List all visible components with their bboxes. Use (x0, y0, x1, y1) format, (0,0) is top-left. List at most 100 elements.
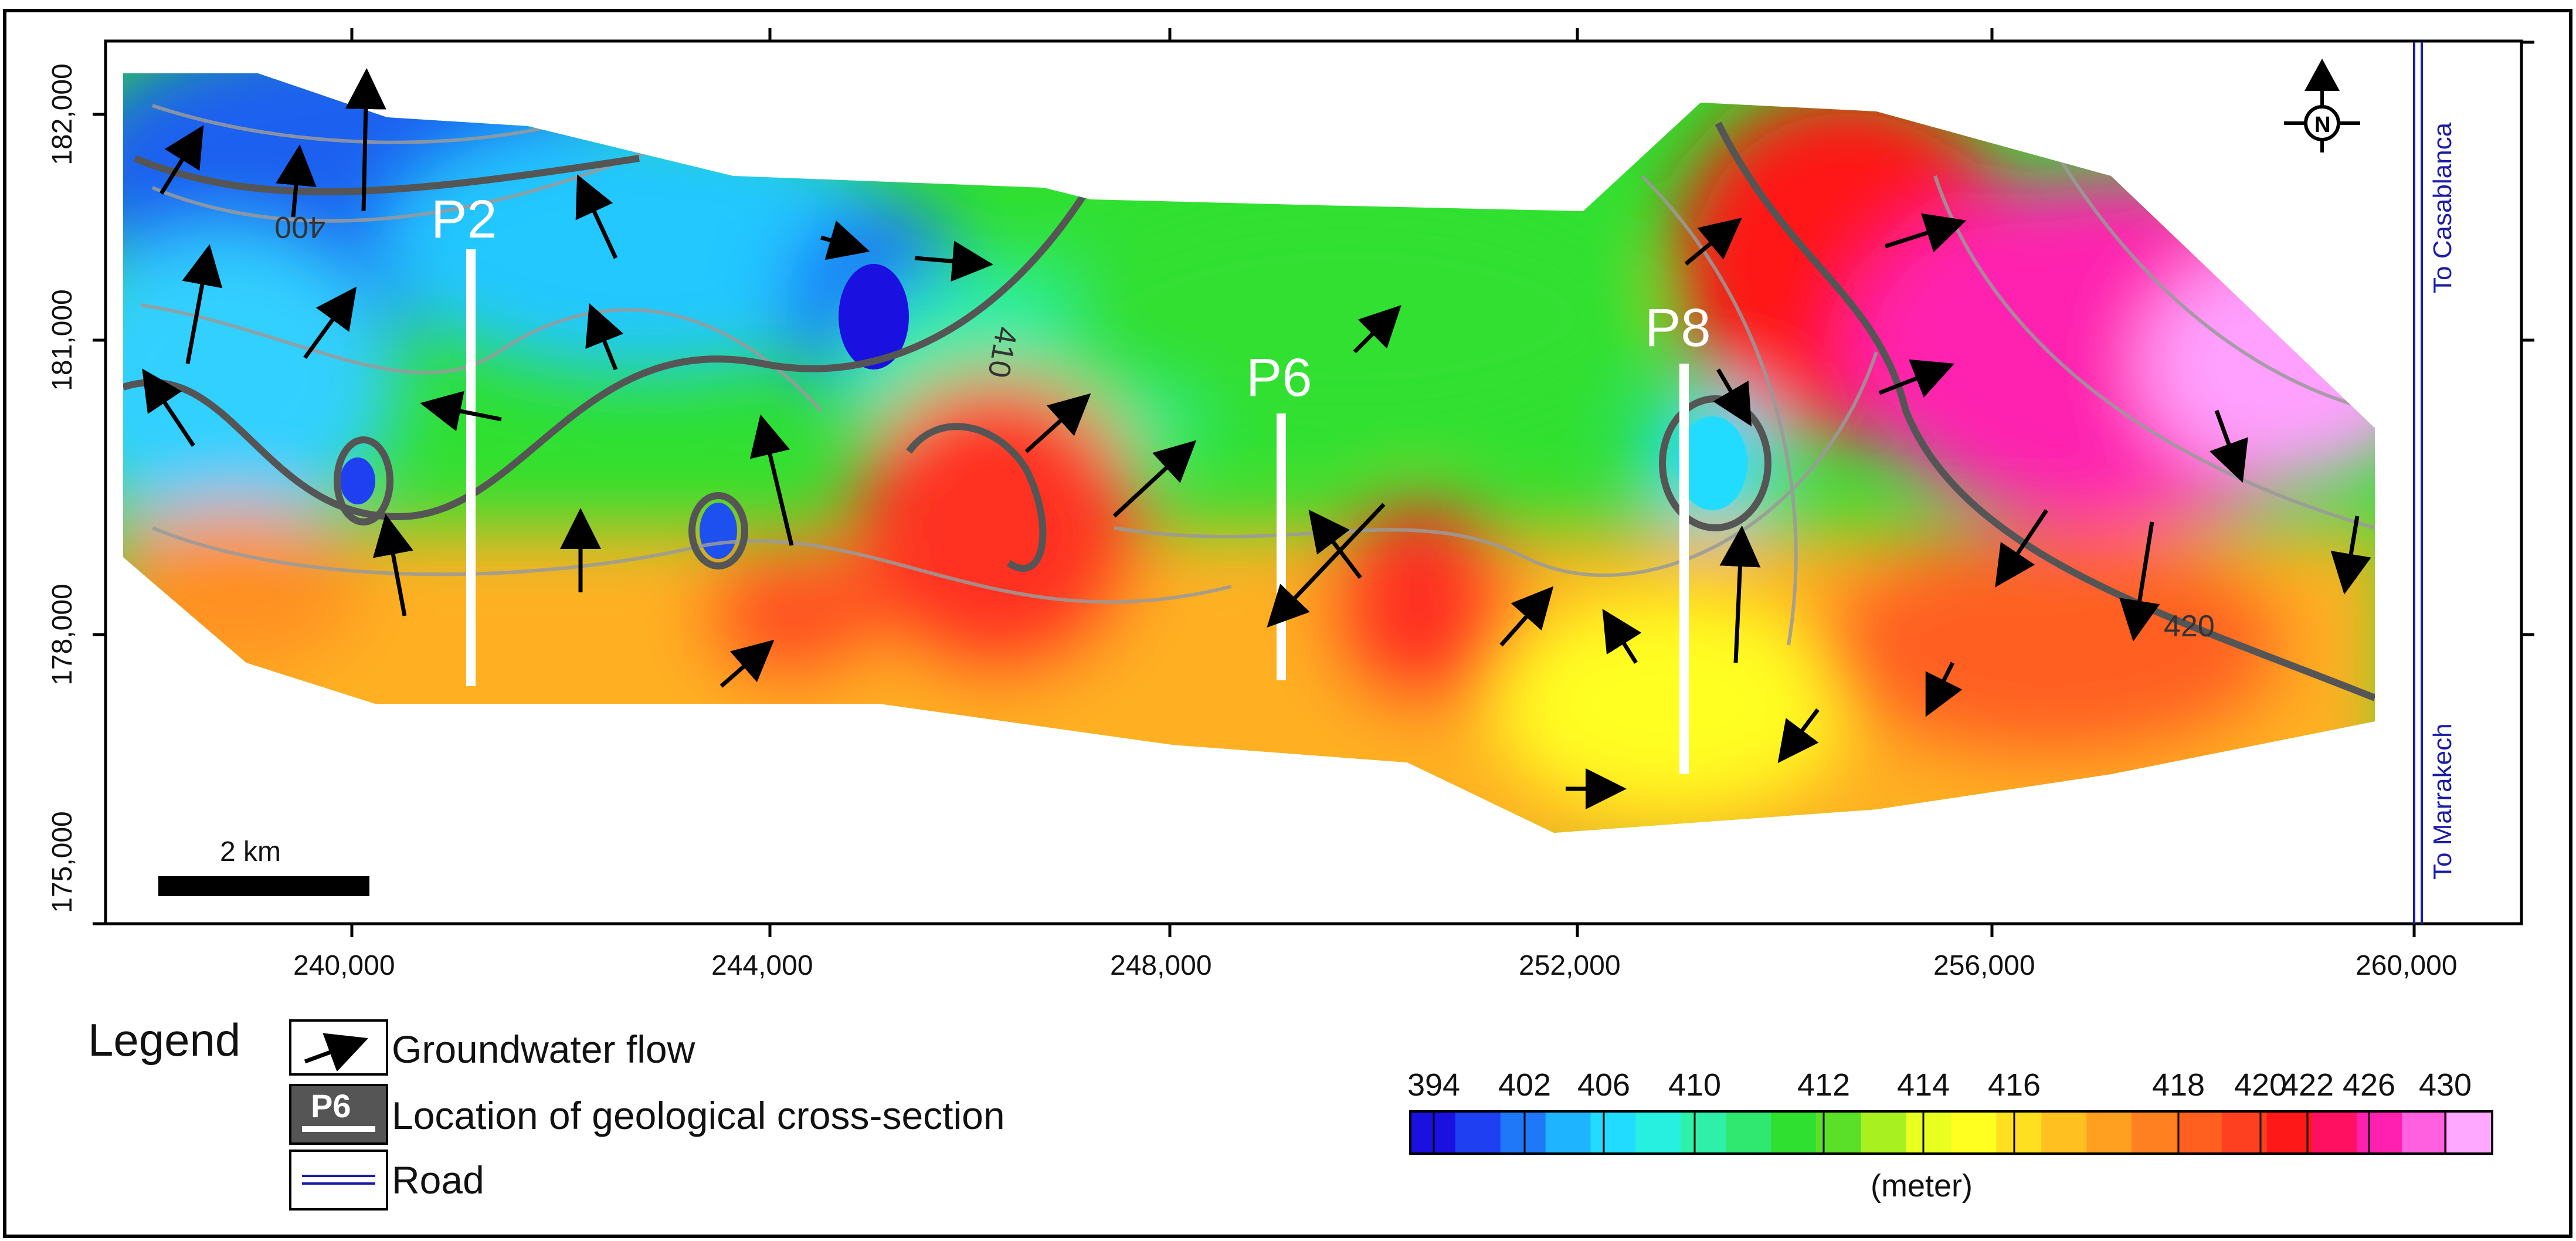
legend-section-box (289, 1084, 388, 1145)
colorbar-tick-label: 402 (1498, 1067, 1551, 1103)
colorbar-cell (1726, 1111, 1771, 1154)
colorbar-cell (1861, 1111, 1907, 1154)
colorbar-tick-label: 430 (2419, 1067, 2472, 1103)
legend-section-sample: P6 (311, 1087, 351, 1124)
legend-flow-label: Groundwater flow (392, 1028, 695, 1071)
road-label-marrakech: To Marrakech (2428, 723, 2457, 880)
colorbar-cell (2176, 1111, 2222, 1154)
road (2413, 42, 2423, 924)
y-tick-182000: 182,000 (47, 63, 78, 165)
flow-arrow-icon (420, 391, 502, 432)
flow-arrow-icon (1719, 525, 1761, 663)
flow-arrow-icon (1353, 305, 1401, 354)
flow-arrow-icon (1267, 503, 1386, 628)
cross-section-lines (466, 249, 1689, 774)
flow-arrow-icon (2119, 521, 2160, 642)
flow-arrow-icon (1878, 359, 1955, 398)
flow-arrow-icon (1684, 218, 1742, 266)
y-tick-181000: 181,000 (47, 289, 78, 391)
colorbar-cell (1545, 1111, 1591, 1154)
x-tick-256000: 256,000 (1933, 950, 2035, 981)
flow-arrow-icon (914, 240, 993, 282)
scale-bar-label: 2 km (220, 836, 281, 867)
scale-bar (158, 876, 369, 896)
flow-arrow-icon (2209, 409, 2248, 483)
colorbar-cell (1681, 1111, 1727, 1154)
flow-arrow-icon (820, 220, 870, 260)
colorbar-cell (1771, 1111, 1817, 1154)
colorbar-tick-label: 410 (1668, 1067, 1721, 1103)
x-tick-240000: 240,000 (293, 950, 395, 981)
flow-arrow-icon (345, 68, 386, 212)
legend-road-box (289, 1150, 388, 1211)
map-frame (104, 39, 2523, 925)
colorbar-cell (2402, 1111, 2448, 1154)
colorbar-tick-label: 412 (1797, 1067, 1850, 1103)
flow-arrow-icon (575, 174, 618, 259)
colorbar-cell (2312, 1111, 2358, 1154)
x-tick-248000: 248,000 (1110, 950, 1212, 981)
flow-arrow-icon (1602, 609, 1642, 664)
north-arrow-icon: N (2284, 59, 2360, 152)
flow-arrow-icon (585, 303, 624, 371)
legend-flow-arrow-icon (304, 1033, 369, 1072)
colorbar-cell (2086, 1111, 2132, 1154)
flow-arrow-icon (1024, 393, 1091, 453)
head-surface (123, 73, 2375, 833)
outer-frame (3, 9, 2572, 1238)
y-tick-175000: 175,000 (47, 811, 78, 913)
flow-arrow-icon (1884, 213, 1967, 253)
colorbar-unit: (meter) (1871, 1168, 1973, 1203)
flow-arrow-icon (749, 414, 794, 546)
svg-text:N: N (2314, 113, 2330, 137)
colorbar-cell (1996, 1111, 2042, 1154)
colorbar-cell (1500, 1111, 1546, 1154)
colorbar-cell (2041, 1111, 2088, 1154)
colorbar-tick-label: 414 (1897, 1067, 1950, 1103)
flow-arrow-icon (1995, 509, 2048, 588)
colorbar-tick-label: 394 (1407, 1067, 1460, 1103)
flow-arrow-icon (1499, 586, 1554, 647)
y-tick-178000: 178,000 (47, 584, 78, 686)
colorbar-tick-label: 420 (2234, 1067, 2287, 1103)
legend-section-label: Location of geological cross-section (392, 1094, 1005, 1137)
colorbar-cell (1906, 1111, 1952, 1154)
legend-title: Legend (88, 1014, 240, 1066)
x-tick-244000: 244,000 (711, 950, 813, 981)
flow-arrow-icon (142, 368, 195, 447)
contour-label-400: 400 (274, 210, 325, 244)
flow-arrow-icon (1308, 509, 1362, 579)
contour-label-420: 420 (2164, 609, 2215, 643)
colorbar-cell (1635, 1111, 1682, 1154)
colorbar-cell (2132, 1111, 2177, 1154)
flow-arrow-icon (182, 244, 223, 364)
colorbar-tick-label: 422 (2281, 1067, 2334, 1103)
colorbar-tick-label: 406 (1577, 1067, 1630, 1103)
flow-arrow-icon (2330, 516, 2371, 595)
colorbar (1410, 1111, 2493, 1154)
section-label-p6: P6 (1246, 348, 1312, 408)
colorbar-cell (2447, 1111, 2493, 1154)
flow-arrow-icon (276, 144, 317, 218)
colorbar-cell (1455, 1111, 1501, 1154)
flow-arrow-icon (1777, 708, 1820, 764)
flow-arrow-icon (303, 286, 357, 360)
road-label-casablanca: To Casablanca (2428, 122, 2457, 293)
colorbar-cell (2266, 1111, 2313, 1154)
flow-arrow-icon (1713, 368, 1752, 427)
colorbar-tick-label: 426 (2343, 1067, 2395, 1103)
colorbar-tick-label: 416 (1988, 1067, 2041, 1103)
flow-arrow-icon (1925, 662, 1963, 717)
flow-arrow-icon (1112, 440, 1197, 518)
x-tick-252000: 252,000 (1519, 950, 1621, 981)
flow-arrow-icon (372, 514, 413, 616)
legend-road-label: Road (392, 1158, 484, 1202)
flow-arrow-icon (159, 125, 204, 195)
section-label-p2: P2 (431, 189, 497, 249)
colorbar-tick-label: 418 (2152, 1067, 2205, 1103)
colorbar-cell (1590, 1111, 1637, 1154)
x-tick-260000: 260,000 (2356, 950, 2458, 981)
colorbar-cell (1951, 1111, 1997, 1154)
flow-arrow-icon (719, 639, 775, 688)
